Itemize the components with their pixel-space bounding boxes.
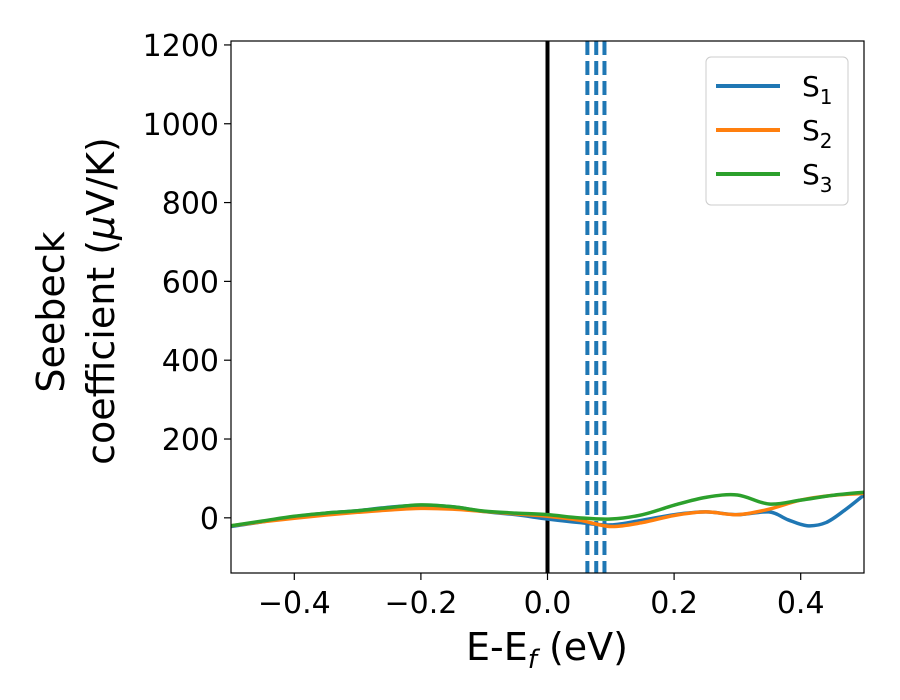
series-lines [231,490,864,529]
x-tick-label: 0.2 [650,586,698,621]
y-tick-label: 600 [162,265,219,300]
x-tick-label: 0.4 [777,586,825,621]
y-tick-label: 800 [162,187,219,222]
legend: S1 S2 S3 [705,56,849,206]
reference-lines [545,41,607,573]
legend-label-s1: S1 [802,70,833,109]
x-tick-label: −0.4 [258,586,331,621]
x-axis-ticks: −0.4 −0.2 0.0 0.2 0.4 [258,573,825,621]
y-tick-label: 0 [200,502,219,537]
y-tick-label: 200 [162,423,219,458]
y-axis-label-line2: coefficient (μV/K) [79,137,123,465]
series-line-s3 [231,490,864,528]
legend-label-s2: S2 [802,114,833,153]
y-tick-label: 1000 [143,108,219,143]
y-tick-label: 400 [162,344,219,379]
x-tick-label: −0.2 [384,586,457,621]
x-axis-label: E-Ef (eV) [466,625,628,675]
y-axis-label: Seebeck coefficient (μV/K) [29,137,123,465]
y-axis-ticks: 0 200 400 600 800 1000 1200 [143,29,231,537]
y-tick-label: 1200 [143,29,219,64]
legend-label-s3: S3 [802,158,833,197]
y-axis-label-line1: Seebeck [29,231,73,392]
x-tick-label: 0.0 [524,586,572,621]
